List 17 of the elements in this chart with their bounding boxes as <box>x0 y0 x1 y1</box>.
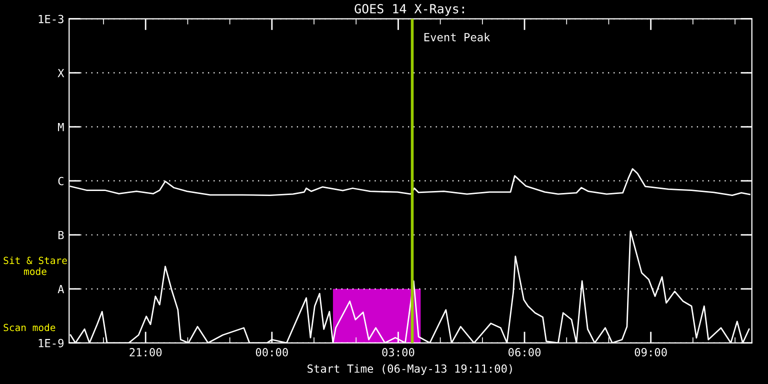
x-tick-label: 03:00 <box>382 348 414 356</box>
y-tick-label: B <box>58 231 64 240</box>
y-tick-label: A <box>58 285 64 294</box>
x-axis-title: Start Time (06-May-13 19:11:00) <box>308 364 512 375</box>
y-tick-label: C <box>58 176 64 186</box>
y-tick-label: 1E-3 <box>38 14 64 24</box>
x-tick-label: 00:00 <box>256 348 288 356</box>
y-tick-label: M <box>58 123 64 132</box>
chart-title: GOES 14 X-Rays: <box>354 4 464 16</box>
y-tick-label: 1E-9 <box>38 338 64 348</box>
x-tick-label: 06:00 <box>508 348 541 356</box>
x-tick-label: 21:00 <box>130 348 162 356</box>
text: Scan mode <box>4 324 56 332</box>
ref-line-label: Event Peak <box>424 32 490 42</box>
text: Sit & Stare mode <box>4 256 67 276</box>
x-tick-label: 09:00 <box>634 348 667 356</box>
y-tick-label: X <box>58 68 64 78</box>
